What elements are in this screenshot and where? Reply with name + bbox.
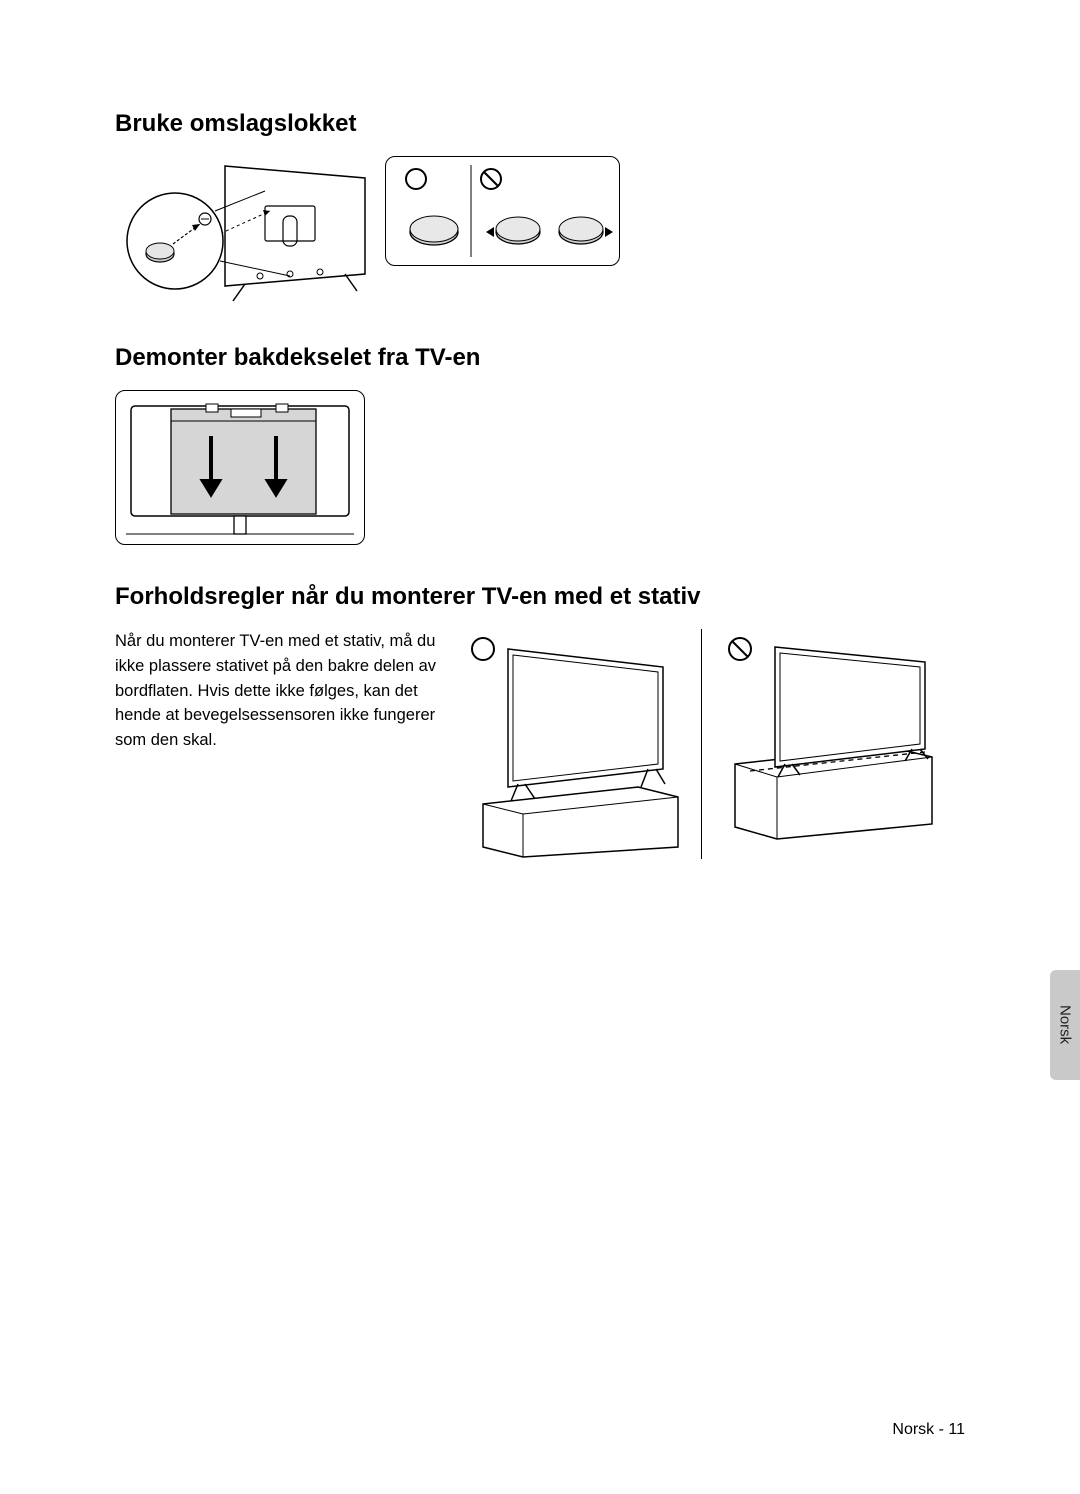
heading-remove-cover: Demonter bakdekselet fra TV-en — [115, 344, 965, 372]
figure-cap-orientation — [385, 156, 620, 266]
page-footer: Norsk - 11 — [892, 1421, 965, 1439]
allowed-icon — [406, 169, 426, 189]
allowed-icon — [472, 638, 494, 660]
document-page: Bruke omslagslokket — [0, 0, 1080, 1494]
precaution-row: Når du monterer TV-en med et stativ, må … — [115, 629, 965, 859]
figure-divider — [701, 629, 702, 859]
forbidden-icon — [729, 638, 751, 660]
section-stand-precaution: Forholdsregler når du monterer TV-en med… — [115, 583, 965, 859]
heading-stand-precaution: Forholdsregler når du monterer TV-en med… — [115, 583, 965, 611]
figure-tv-back-screwcap — [115, 156, 375, 306]
heading-cover-cap: Bruke omslagslokket — [115, 110, 965, 138]
figure-back-cover — [115, 390, 365, 545]
figure-stand-correct — [463, 629, 683, 859]
precaution-text: Når du monterer TV-en med et stativ, må … — [115, 629, 445, 753]
language-tab: Norsk — [1050, 970, 1080, 1080]
section-cover-cap: Bruke omslagslokket — [115, 110, 965, 306]
figure-stand-incorrect — [720, 629, 940, 859]
section-remove-cover: Demonter bakdekselet fra TV-en — [115, 344, 965, 545]
forbidden-icon — [481, 169, 501, 189]
language-tab-label: Norsk — [1057, 1005, 1074, 1044]
figure-row-1 — [115, 156, 965, 306]
